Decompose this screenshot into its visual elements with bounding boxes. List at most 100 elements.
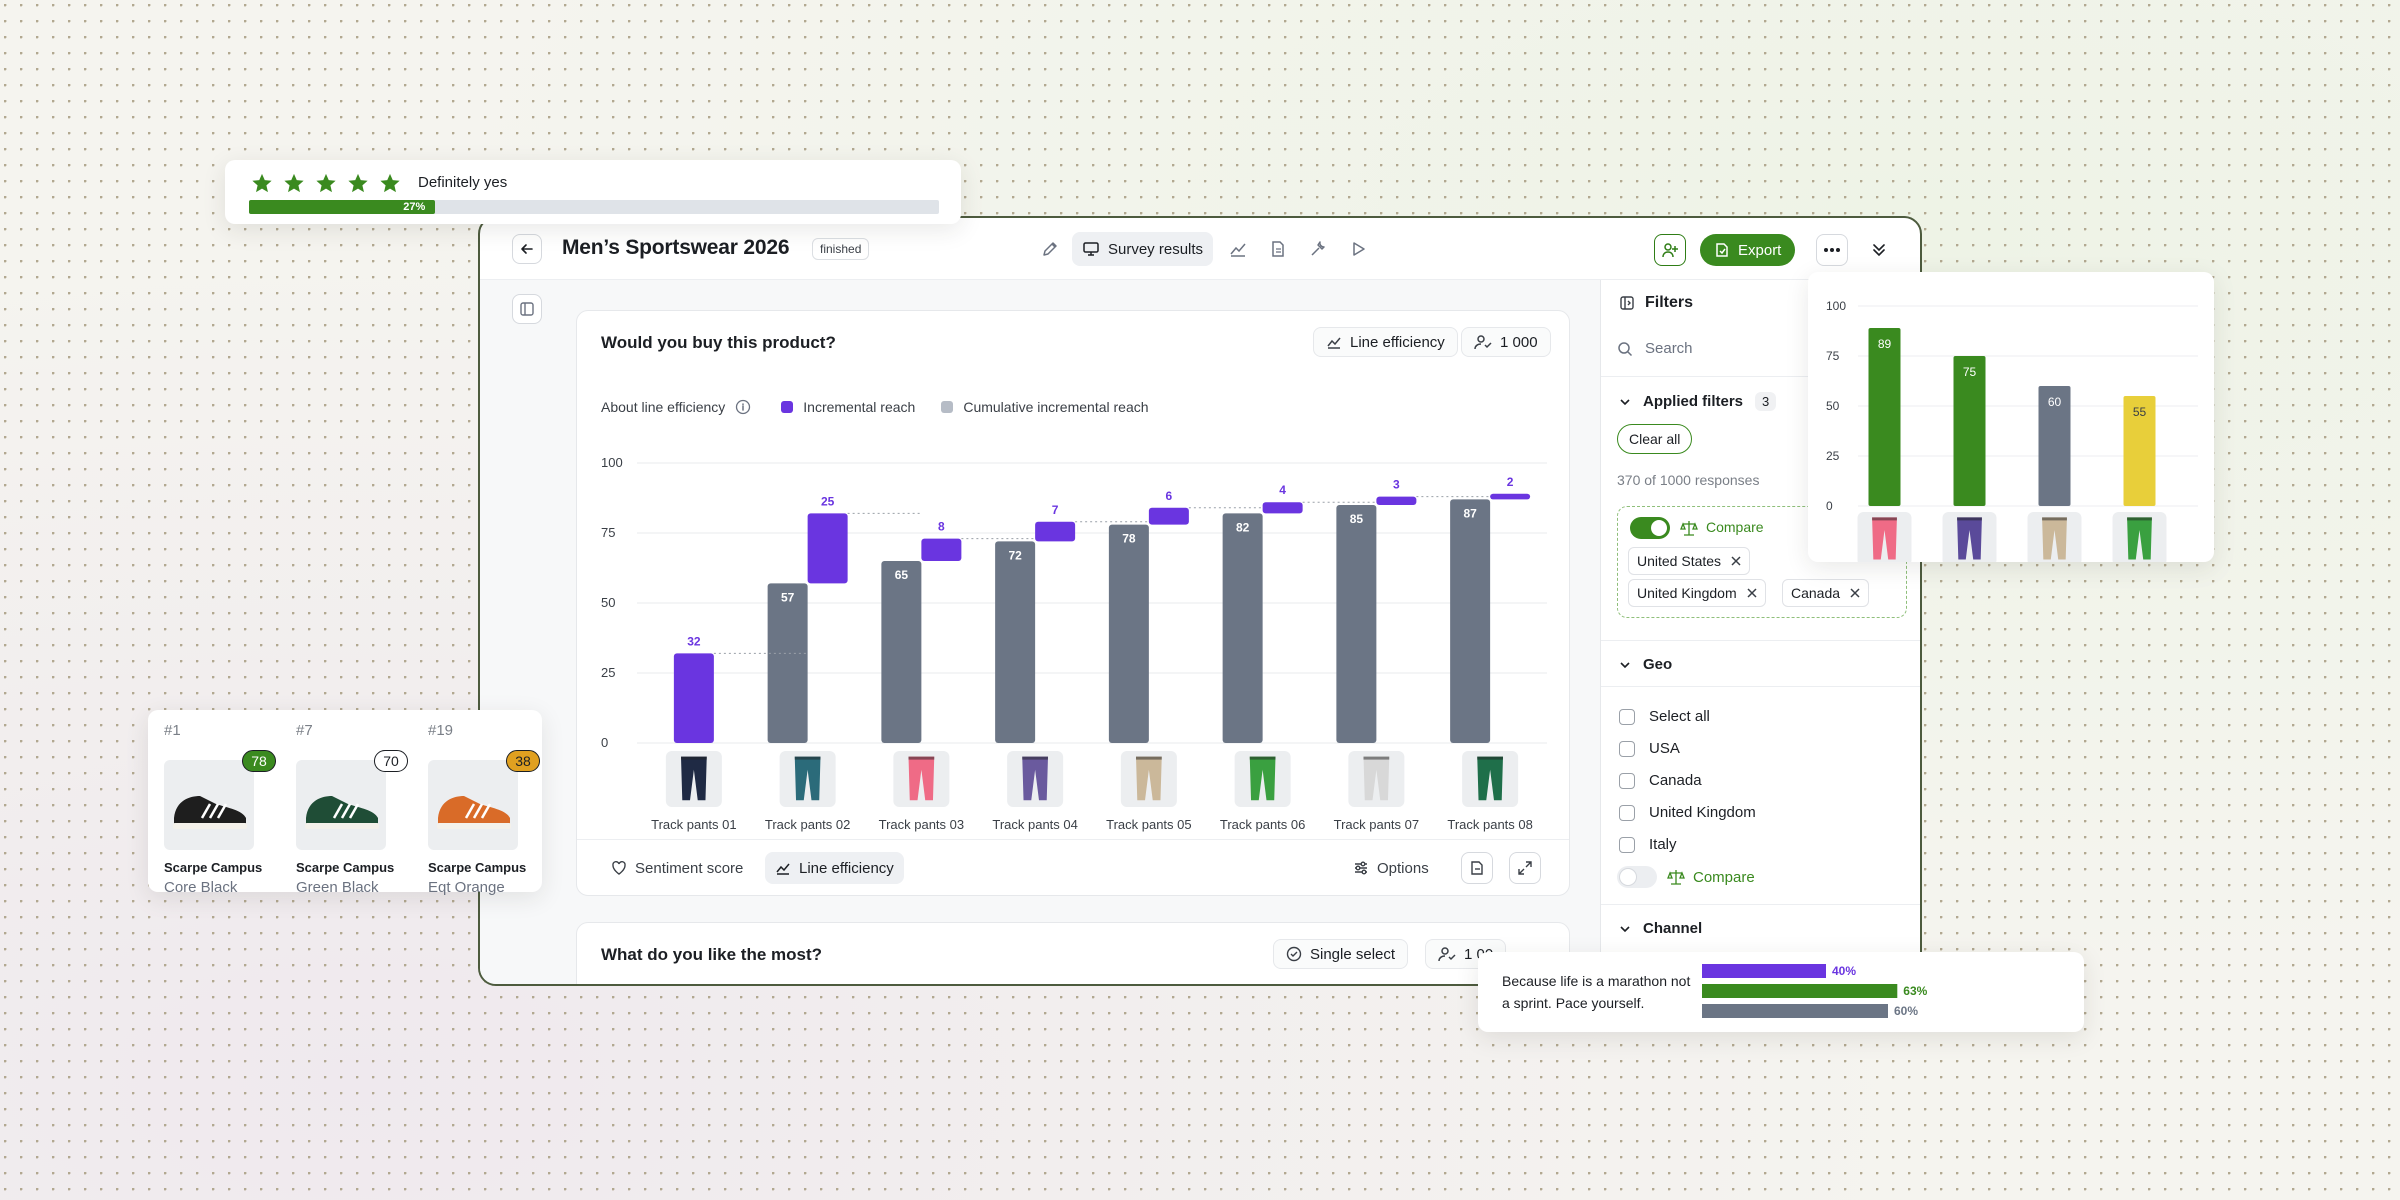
- mini-bar: [1868, 328, 1901, 506]
- waistband: [2042, 517, 2067, 521]
- add-user-button[interactable]: [1654, 234, 1686, 266]
- responses-pill[interactable]: 1 000: [1461, 327, 1551, 357]
- quote-bar-label: 63%: [1903, 984, 1927, 998]
- line-efficiency-label: Line efficiency: [799, 859, 894, 877]
- score-badge: 38: [506, 750, 540, 772]
- tools-icon[interactable]: [1304, 235, 1332, 263]
- score-badge: 70: [374, 750, 408, 772]
- incremental-bar: [807, 513, 848, 584]
- checkbox[interactable]: [1619, 804, 1635, 821]
- x-tick-label: Track pants 08: [1447, 817, 1533, 832]
- close-icon[interactable]: [1731, 556, 1741, 566]
- waistband: [1249, 756, 1276, 760]
- sentiment-score-label: Sentiment score: [635, 859, 744, 877]
- options-button[interactable]: Options: [1343, 852, 1439, 884]
- shoe-sole: [437, 823, 511, 829]
- export-button[interactable]: Export: [1700, 234, 1796, 266]
- shoe-stripe: [340, 803, 352, 819]
- chip-united-kingdom[interactable]: United Kingdom: [1628, 579, 1766, 607]
- geo-option-united-kingdom[interactable]: United Kingdom: [1619, 804, 1756, 821]
- status-badge: finished: [812, 238, 870, 260]
- arrow-left-icon: [521, 244, 533, 254]
- x-tick-label: Track pants 02: [765, 817, 851, 832]
- chip-canada[interactable]: Canada: [1782, 579, 1870, 607]
- product-thumbnail: [893, 751, 950, 807]
- divider: [1601, 904, 1920, 905]
- geo-compare-toggle[interactable]: [1617, 866, 1657, 888]
- applied-filters-header[interactable]: Applied filters 3: [1619, 392, 1777, 411]
- rating-card: Definitely yes 27%: [225, 160, 961, 224]
- waistband: [1477, 756, 1504, 760]
- incremental-bar-label: 7: [1052, 503, 1059, 517]
- play-icon[interactable]: [1344, 235, 1372, 263]
- document-icon[interactable]: [1264, 235, 1292, 263]
- waistband: [794, 756, 821, 760]
- expand-icon: [1518, 861, 1532, 875]
- geo-option-italy[interactable]: Italy: [1619, 836, 1677, 853]
- geo-compare-label[interactable]: Compare: [1693, 869, 1755, 886]
- expand-button[interactable]: [1509, 852, 1541, 884]
- checkbox[interactable]: [1619, 708, 1635, 725]
- line-efficiency-tab[interactable]: Line efficiency: [765, 852, 904, 884]
- geo-label: Geo: [1643, 656, 1673, 673]
- checkbox[interactable]: [1619, 772, 1635, 789]
- incremental-bar: [1490, 493, 1531, 500]
- clear-all-button[interactable]: Clear all: [1617, 424, 1693, 454]
- shoe-stripe: [200, 803, 212, 819]
- sidebar-toggle-button[interactable]: [512, 294, 542, 324]
- sneaker-icon: [173, 796, 247, 829]
- filters-title: Filters: [1645, 294, 1694, 311]
- cumulative-bar-label: 57: [781, 590, 795, 604]
- single-select-pill[interactable]: Single select: [1273, 939, 1409, 969]
- divider: [1601, 686, 1920, 687]
- sentiment-score-tab[interactable]: Sentiment score: [601, 852, 753, 884]
- quote-bar-label: 60%: [1894, 1004, 1918, 1018]
- checkbox[interactable]: [1619, 740, 1635, 757]
- chart-line-icon[interactable]: [1224, 235, 1252, 263]
- product-thumbnail-bg: [1348, 751, 1405, 807]
- geo-option-label: Italy: [1649, 836, 1677, 853]
- compare-toggle-on[interactable]: [1630, 517, 1670, 539]
- star-icon: [380, 173, 400, 193]
- top-products-card: #1 78 Scarpe Campus Core Black #7 70 Sca…: [148, 710, 542, 896]
- shoe-sole: [305, 823, 379, 829]
- chip-label: United States: [1637, 553, 1722, 569]
- panel-collapse-icon[interactable]: [1619, 295, 1635, 311]
- channel-section-header[interactable]: Channel: [1619, 920, 1702, 937]
- close-icon[interactable]: [1747, 588, 1757, 598]
- track-pants-icon: [794, 756, 821, 801]
- more-options-button[interactable]: [1816, 234, 1848, 266]
- compare-box: Compare United States United Kingdom Can…: [1617, 506, 1907, 618]
- back-button[interactable]: [512, 234, 542, 264]
- double-chevron-down-icon[interactable]: [1864, 235, 1894, 265]
- chip-united-states[interactable]: United States: [1628, 547, 1751, 575]
- product-thumbnail-bg: [1462, 751, 1519, 807]
- cumulative-bar-label: 65: [895, 568, 909, 582]
- geo-section-header[interactable]: Geo: [1619, 656, 1672, 673]
- incremental-bar-label: 8: [938, 520, 945, 534]
- sneaker-icon: [437, 796, 511, 829]
- quote-bar-chart: 40% 63% 60%: [1702, 964, 1928, 1018]
- geo-option-canada[interactable]: Canada: [1619, 772, 1702, 789]
- track-pants-icon: [2042, 517, 2067, 560]
- info-icon[interactable]: [735, 399, 751, 415]
- card-footer: Sentiment score Line efficiency Options: [577, 839, 1569, 895]
- product-image: [164, 760, 254, 850]
- geo-option-select-all[interactable]: Select all: [1619, 708, 1710, 725]
- edit-icon[interactable]: [1036, 235, 1064, 263]
- filters-search[interactable]: Search: [1617, 340, 1693, 357]
- export-file-button[interactable]: [1461, 852, 1493, 884]
- product-thumbnail-bg: [779, 751, 836, 807]
- waistband: [1363, 756, 1390, 760]
- cumulative-bar-label: 82: [1236, 520, 1250, 534]
- close-icon[interactable]: [1850, 588, 1860, 598]
- chart-line-icon: [775, 860, 791, 876]
- score-badge: 78: [242, 750, 276, 772]
- geo-option-label: Canada: [1649, 772, 1702, 789]
- product-thumbnail: [2112, 512, 2167, 562]
- product-thumbnail-bg: [665, 751, 722, 807]
- checkbox[interactable]: [1619, 836, 1635, 853]
- tab-survey-results[interactable]: Survey results: [1072, 232, 1214, 266]
- geo-option-usa[interactable]: USA: [1619, 740, 1680, 757]
- question-type-pill[interactable]: Line efficiency: [1313, 327, 1458, 357]
